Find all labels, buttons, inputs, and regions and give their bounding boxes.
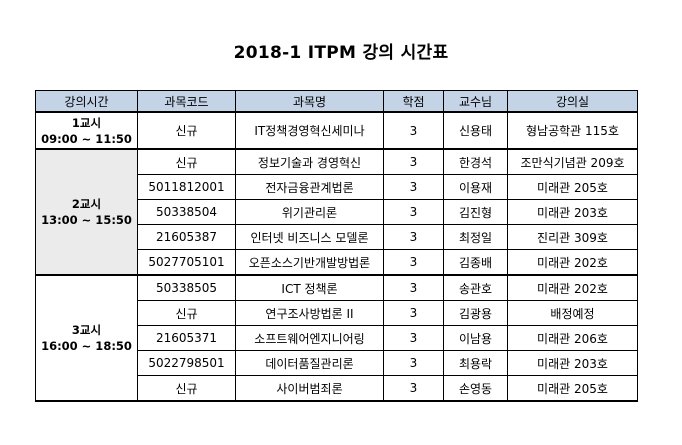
table-row: 2교시 13:00 ~ 15:50 신규 정보기술과 경영혁신 3 한경석 조만… [35, 148, 638, 276]
course-name: 연구조사방법론 II [235, 300, 384, 326]
table-row: 5011812001 전자금융관계법론 3 이용재 미래관 205호 [36, 174, 638, 200]
course-professor: 이용재 [443, 174, 508, 200]
course-credit: 3 [383, 249, 444, 276]
course-professor: 신용태 [443, 111, 508, 150]
course-room: 미래관 203호 [507, 199, 638, 225]
table-row: 신규 사이버범죄론 3 손영동 미래관 205호 [36, 375, 638, 402]
course-professor: 김종배 [443, 249, 508, 276]
course-credit: 3 [383, 199, 444, 225]
course-name: 소프트웨어엔지니어링 [235, 325, 384, 351]
period-time: 16:00 ~ 18:50 [41, 339, 132, 353]
course-professor: 이남용 [443, 325, 508, 351]
course-name: 오픈소스기반개발방법론 [235, 249, 384, 276]
course-room: 미래관 206호 [507, 325, 638, 351]
table-row: 3교시 16:00 ~ 18:50 50338505 ICT 정책론 3 송관호… [35, 274, 638, 402]
course-credit: 3 [383, 274, 444, 301]
header-period: 강의시간 [35, 90, 138, 113]
period-time: 09:00 ~ 11:50 [41, 131, 132, 146]
period-name: 1교시 [71, 115, 102, 130]
course-room: 배정예정 [507, 300, 638, 326]
table-row: 50338504 위기관리론 3 김진형 미래관 203호 [36, 199, 638, 225]
course-name: 인터넷 비즈니스 모델론 [235, 224, 384, 250]
course-name: 데이터품질관리론 [235, 350, 384, 376]
course-code: 신규 [137, 300, 236, 326]
table-row: 21605387 인터넷 비즈니스 모델론 3 최정일 진리관 309호 [36, 224, 638, 250]
course-name: 사이버범죄론 [235, 375, 384, 402]
course-room: 형남공학관 115호 [507, 111, 638, 150]
course-room: 미래관 205호 [507, 375, 638, 402]
course-name: ICT 정책론 [235, 274, 384, 301]
period-name: 2교시 [71, 197, 102, 211]
course-credit: 3 [383, 300, 444, 326]
header-credit: 학점 [383, 90, 444, 113]
page-title: 2018-1 ITPM 강의 시간표 [233, 43, 449, 63]
course-room: 조만식기념관 209호 [507, 148, 638, 175]
period-name: 3교시 [71, 323, 102, 337]
course-code: 5011812001 [137, 174, 236, 200]
course-credit: 3 [383, 148, 444, 175]
course-name: 위기관리론 [235, 199, 384, 225]
course-professor: 송관호 [443, 274, 508, 301]
course-professor: 최용락 [443, 350, 508, 376]
period-cell: 1교시 09:00 ~ 11:50 [35, 111, 138, 150]
course-code: 신규 [137, 148, 236, 175]
period-cell: 3교시 16:00 ~ 18:50 [35, 274, 138, 402]
course-professor: 최정일 [443, 224, 508, 250]
table-row: 신규 연구조사방법론 II 3 김광용 배정예정 [36, 300, 638, 326]
course-professor: 한경석 [443, 148, 508, 175]
course-code: 50338504 [137, 199, 236, 225]
course-credit: 3 [383, 325, 444, 351]
course-credit: 3 [383, 224, 444, 250]
period-time: 13:00 ~ 15:50 [41, 213, 132, 227]
header-room: 강의실 [507, 90, 638, 113]
course-professor: 김진형 [443, 199, 508, 225]
course-credit: 3 [383, 111, 444, 150]
course-code: 신규 [137, 375, 236, 402]
course-room: 미래관 203호 [507, 350, 638, 376]
course-room: 미래관 202호 [507, 249, 638, 276]
table-row: 1교시 09:00 ~ 11:50 신규 IT정책경영혁신세미나 3 신용태 형… [35, 111, 638, 150]
course-credit: 3 [383, 375, 444, 402]
course-name: 전자금융관계법론 [235, 174, 384, 200]
course-code: 5022798501 [137, 350, 236, 376]
course-code: 5027705101 [137, 249, 236, 276]
table-row: 5027705101 오픈소스기반개발방법론 3 김종배 미래관 202호 [36, 249, 638, 276]
period-group: 3교시 16:00 ~ 18:50 50338505 ICT 정책론 3 송관호… [35, 274, 638, 402]
header-professor: 교수님 [443, 90, 508, 113]
course-professor: 손영동 [443, 375, 508, 402]
course-credit: 3 [383, 350, 444, 376]
course-room: 미래관 202호 [507, 274, 638, 301]
course-code: 50338505 [137, 274, 236, 301]
course-room: 미래관 205호 [507, 174, 638, 200]
course-name: 정보기술과 경영혁신 [235, 148, 384, 175]
period-group: 1교시 09:00 ~ 11:50 신규 IT정책경영혁신세미나 3 신용태 형… [35, 111, 638, 150]
period-group: 2교시 13:00 ~ 15:50 신규 정보기술과 경영혁신 3 한경석 조만… [35, 148, 638, 276]
course-professor: 김광용 [443, 300, 508, 326]
course-credit: 3 [383, 174, 444, 200]
course-code: 21605371 [137, 325, 236, 351]
header-row: 강의시간 과목코드 과목명 학점 교수님 강의실 [35, 90, 638, 113]
course-code: 21605387 [137, 224, 236, 250]
course-room: 진리관 309호 [507, 224, 638, 250]
table-row: 21605371 소프트웨어엔지니어링 3 이남용 미래관 206호 [36, 325, 638, 351]
table-row: 5022798501 데이터품질관리론 3 최용락 미래관 203호 [36, 350, 638, 376]
schedule-table: 강의시간 과목코드 과목명 학점 교수님 강의실 1교시 09:00 ~ 11:… [35, 90, 638, 402]
course-code: 신규 [137, 111, 236, 150]
course-name: IT정책경영혁신세미나 [235, 111, 384, 150]
header-course-name: 과목명 [235, 90, 384, 113]
table-header: 강의시간 과목코드 과목명 학점 교수님 강의실 [35, 90, 638, 113]
period-cell: 2교시 13:00 ~ 15:50 [35, 148, 138, 276]
header-course-code: 과목코드 [137, 90, 236, 113]
